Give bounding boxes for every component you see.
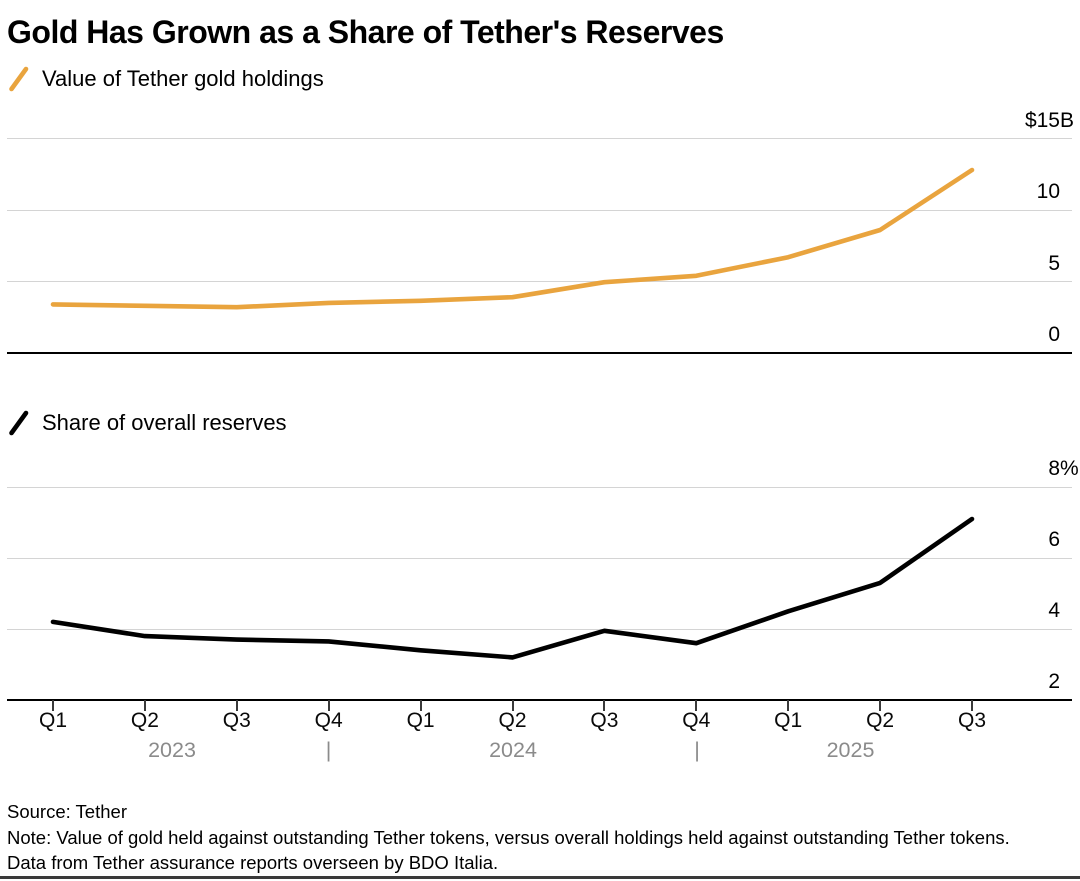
gridline xyxy=(7,628,1072,630)
x-axis-quarter-label: Q4 xyxy=(314,709,343,732)
x-axis-year-label: 2025 xyxy=(826,738,875,762)
source-text: Source: Tether xyxy=(7,801,127,822)
y-axis-label: 6 xyxy=(1048,528,1060,551)
y-axis-label: $15 B xyxy=(1024,108,1075,132)
x-axis-quarter-label: Q2 xyxy=(866,709,895,732)
x-axis-tick xyxy=(511,700,514,711)
x-axis-quarter-label: Q1 xyxy=(774,709,803,732)
x-axis-quarter-label: Q3 xyxy=(590,709,619,732)
y-axis-label: 10 xyxy=(1036,180,1060,203)
y-axis-label: 8% xyxy=(1048,457,1079,480)
x-axis-year-label: 2024 xyxy=(489,738,537,762)
x-axis-quarter-label: Q2 xyxy=(498,709,527,732)
x-axis-tick xyxy=(235,700,238,711)
x-axis-quarter-label: Q3 xyxy=(222,709,251,732)
x-axis-tick xyxy=(695,700,698,711)
legend-gold-holdings: Value of Tether gold holdings xyxy=(8,65,324,93)
footer: Source: Tether Note: Value of gold held … xyxy=(7,799,1019,876)
y-axis-label: 2 xyxy=(1048,670,1060,693)
note-text: Note: Value of gold held against outstan… xyxy=(7,826,1010,874)
x-axis-quarter-label: Q1 xyxy=(38,709,67,732)
year-divider: | xyxy=(325,738,332,762)
gridline xyxy=(7,557,1072,559)
x-axis-quarter-label: Q4 xyxy=(682,709,711,732)
year-divider: | xyxy=(694,738,700,762)
axis-baseline xyxy=(7,352,1072,354)
legend-share-reserves: Share of overall reserves xyxy=(8,409,287,437)
series-line xyxy=(50,167,975,310)
chart-title: Gold Has Grown as a Share of Tether's Re… xyxy=(7,14,724,50)
x-axis-quarter-label: Q1 xyxy=(406,709,435,732)
x-axis-year-label: 2023 xyxy=(148,738,196,762)
legend-share-label: Share of overall reserves xyxy=(42,410,287,435)
x-axis-tick xyxy=(787,700,790,711)
x-axis-tick xyxy=(143,700,146,711)
x-axis-tick xyxy=(419,700,422,711)
x-axis-tick xyxy=(971,700,973,711)
gridline xyxy=(7,486,1072,488)
y-axis-label: 5 xyxy=(1048,251,1060,275)
x-axis-tick xyxy=(603,700,606,711)
gridline xyxy=(7,138,1072,139)
y-axis-label: 0 xyxy=(1048,323,1060,346)
x-axis-quarter-label: Q3 xyxy=(957,709,986,732)
x-axis-tick xyxy=(52,700,54,711)
black-line-legend-icon xyxy=(9,410,29,436)
gridline xyxy=(7,209,1072,211)
y-axis-label: 4 xyxy=(1048,599,1060,622)
x-axis-tick xyxy=(879,700,882,711)
gridline xyxy=(7,281,1072,282)
x-axis-quarter-label: Q2 xyxy=(130,709,159,732)
bottom-edge-line xyxy=(0,876,1080,879)
gold-line-legend-icon xyxy=(9,66,29,92)
series-line xyxy=(50,516,975,660)
axis-baseline xyxy=(7,699,1072,701)
x-axis-tick xyxy=(327,700,330,711)
legend-gold-label: Value of Tether gold holdings xyxy=(42,66,324,91)
